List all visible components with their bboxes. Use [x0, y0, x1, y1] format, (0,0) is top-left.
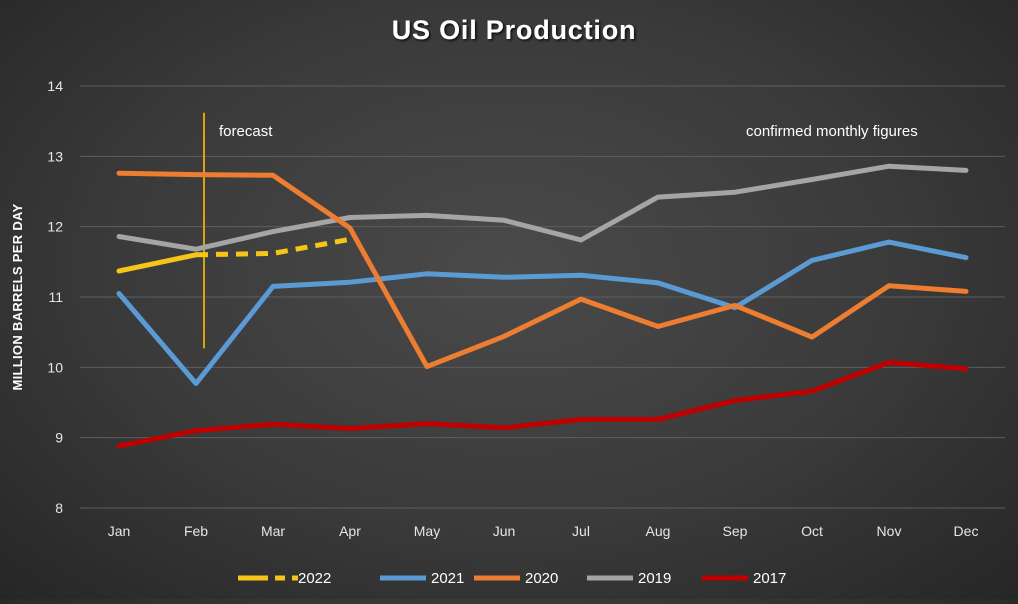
forecast-annotation: forecast — [219, 123, 273, 140]
x-tick-label-sep: Sep — [723, 523, 748, 539]
x-tick-label-feb: Feb — [184, 523, 208, 539]
series-line-2019 — [116, 163, 969, 252]
x-tick-label-dec: Dec — [954, 523, 979, 539]
confirmed-annotation: confirmed monthly figures — [746, 123, 918, 140]
series-line-2020 — [116, 170, 969, 370]
legend-item-2022: 2022 — [238, 570, 331, 587]
x-tick-label-mar: Mar — [261, 523, 285, 539]
legend-item-2021: 2021 — [380, 570, 464, 587]
x-tick-label-jan: Jan — [108, 523, 131, 539]
y-axis-ticks: 8 9 10 11 12 13 14 — [47, 78, 63, 516]
legend-label-2022: 2022 — [298, 570, 331, 587]
x-tick-label-aug: Aug — [646, 523, 671, 539]
y-tick-label-14: 14 — [47, 78, 63, 94]
x-tick-label-nov: Nov — [877, 523, 902, 539]
x-tick-label-jun: Jun — [493, 523, 516, 539]
x-tick-label-jul: Jul — [572, 523, 590, 539]
series-forecast-line-2022 — [195, 236, 351, 258]
series-line-2022 — [116, 252, 199, 274]
y-tick-label-10: 10 — [47, 359, 63, 375]
x-tick-label-apr: Apr — [339, 523, 361, 539]
legend-label-2021: 2021 — [431, 570, 464, 587]
chart-legend: 2022 2021 2020 2019 2017 — [238, 570, 786, 587]
x-tick-label-may: May — [414, 523, 440, 539]
y-tick-label-9: 9 — [55, 430, 63, 446]
y-tick-label-11: 11 — [48, 289, 63, 305]
y-tick-label-12: 12 — [47, 219, 63, 235]
series-line-2017 — [116, 359, 969, 449]
y-tick-label-8: 8 — [55, 500, 63, 516]
legend-item-2019: 2019 — [587, 570, 671, 587]
legend-label-2017: 2017 — [753, 570, 786, 587]
series-lines — [116, 163, 969, 449]
y-tick-label-13: 13 — [47, 148, 63, 164]
chart-title: US Oil Production — [392, 15, 637, 45]
legend-item-2017: 2017 — [702, 570, 786, 587]
x-tick-label-oct: Oct — [801, 523, 823, 539]
legend-label-2019: 2019 — [638, 570, 671, 587]
y-axis-label: MILLION BARRELS PER DAY — [10, 203, 25, 390]
series-line-2021 — [116, 239, 969, 386]
legend-label-2020: 2020 — [525, 570, 558, 587]
grid-lines — [80, 85, 1005, 509]
x-axis-ticks: Jan Feb Mar Apr May Jun Jul Aug Sep Oct Nov Dec — [108, 523, 979, 539]
legend-item-2020: 2020 — [474, 570, 558, 587]
